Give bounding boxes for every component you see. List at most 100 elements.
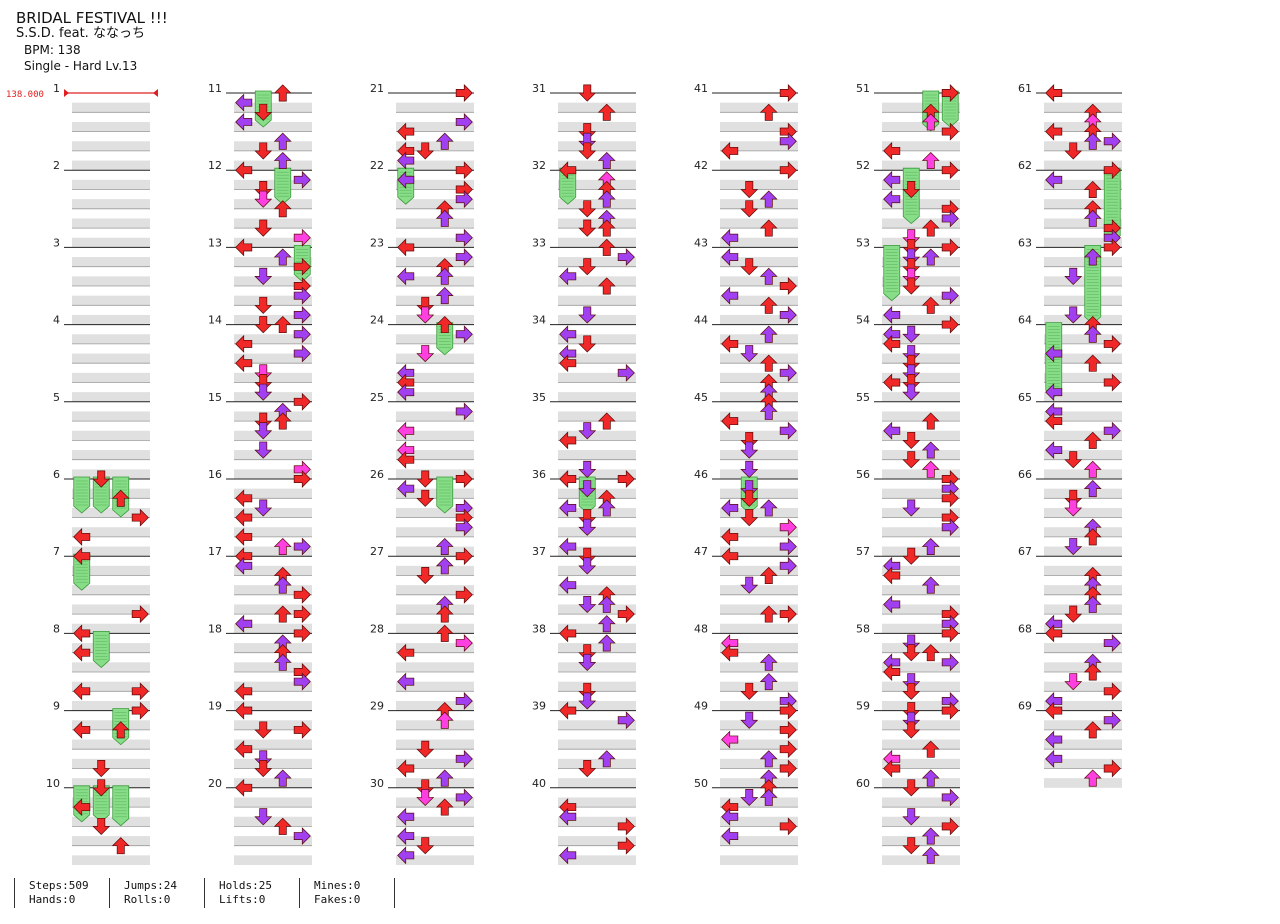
beat-band xyxy=(720,295,798,306)
beat-band xyxy=(234,160,312,171)
measure-17: 17 xyxy=(208,545,312,634)
beat-band xyxy=(1044,314,1122,325)
beat-band xyxy=(882,430,960,441)
beat-band xyxy=(558,681,636,692)
beat-band xyxy=(558,836,636,846)
beat-band xyxy=(720,507,798,518)
hold-note xyxy=(73,476,91,514)
beat-band xyxy=(1044,276,1122,286)
measure-number: 64 xyxy=(1018,314,1032,327)
hold-note xyxy=(92,476,110,514)
beat-band xyxy=(72,488,150,499)
measure-51: 51 xyxy=(856,82,960,171)
step-chart: 138.000 12345678910111213141516171819202… xyxy=(6,82,1122,865)
measure-number: 22 xyxy=(370,159,384,172)
beat-band xyxy=(720,218,798,229)
measure-68: 68 xyxy=(1018,622,1122,711)
measure-number: 41 xyxy=(694,82,708,95)
measure-number: 48 xyxy=(694,622,708,635)
beat-band xyxy=(882,372,960,383)
measure-10: 10 xyxy=(46,777,150,865)
beat-band xyxy=(234,778,312,788)
beat-band xyxy=(396,160,474,171)
stats-col-1: Steps:509 Hands:0 xyxy=(14,878,109,908)
beat-band xyxy=(1044,199,1122,209)
measure-64: 64 xyxy=(1018,314,1122,402)
measure-number: 7 xyxy=(53,545,60,558)
beat-band xyxy=(396,334,474,344)
beat-band xyxy=(396,565,474,576)
beat-band xyxy=(1044,392,1122,402)
measure-number: 28 xyxy=(370,622,384,635)
beat-band xyxy=(1044,160,1122,171)
measure-number: 56 xyxy=(856,468,870,481)
measure-28: 28 xyxy=(370,622,474,711)
beat-band xyxy=(882,353,960,364)
beat-band xyxy=(1044,411,1122,422)
beat-band xyxy=(720,179,798,190)
beat-band xyxy=(234,527,312,537)
measure-54: 54 xyxy=(856,314,960,402)
beat-band xyxy=(396,314,474,325)
beat-band xyxy=(72,855,150,865)
beat-band xyxy=(234,314,312,325)
beat-band xyxy=(1044,758,1122,769)
beat-band xyxy=(1044,643,1122,653)
beat-band xyxy=(234,276,312,286)
beat-band xyxy=(1044,102,1122,113)
measure-number: 69 xyxy=(1018,700,1032,713)
beat-band xyxy=(882,758,960,769)
beat-band xyxy=(882,237,960,248)
measure-number: 54 xyxy=(856,314,870,327)
beat-band xyxy=(1044,720,1122,730)
measure-number: 36 xyxy=(532,468,546,481)
measure-number: 33 xyxy=(532,236,546,249)
beat-band xyxy=(720,836,798,846)
beat-band xyxy=(72,430,150,441)
bpm-change-label: 138.000 xyxy=(6,90,44,100)
beat-band xyxy=(882,488,960,499)
beat-band xyxy=(72,121,150,132)
beat-band xyxy=(1044,237,1122,248)
beat-band xyxy=(720,411,798,422)
beat-band xyxy=(882,643,960,653)
beat-band xyxy=(558,546,636,557)
beat-band xyxy=(720,469,798,479)
beat-band xyxy=(234,797,312,808)
beat-band xyxy=(558,488,636,499)
beat-band xyxy=(72,141,150,151)
measure-number: 38 xyxy=(532,622,546,635)
beat-band xyxy=(1044,565,1122,576)
beat-band xyxy=(72,276,150,286)
beat-band xyxy=(720,141,798,151)
beat-band xyxy=(396,507,474,518)
beat-band xyxy=(882,102,960,113)
measure-number: 68 xyxy=(1018,622,1032,635)
beat-band xyxy=(558,141,636,151)
beat-band xyxy=(882,662,960,672)
beat-band xyxy=(882,179,960,190)
hold-body xyxy=(883,245,901,302)
beat-band xyxy=(558,527,636,537)
beat-band xyxy=(72,160,150,171)
beat-band xyxy=(396,623,474,634)
hold-body xyxy=(92,476,110,514)
beat-band xyxy=(882,816,960,827)
beat-band xyxy=(558,469,636,479)
beat-band xyxy=(234,469,312,479)
stats-col-2: Jumps:24 Rolls:0 xyxy=(109,878,204,908)
hold-note xyxy=(112,785,130,827)
measure-number: 34 xyxy=(532,314,546,327)
beat-band xyxy=(720,450,798,460)
measure-number: 25 xyxy=(370,391,384,404)
stat-holds: Holds:25 xyxy=(219,879,272,892)
beat-band xyxy=(720,681,798,692)
beat-band xyxy=(720,585,798,595)
beat-band xyxy=(882,855,960,865)
beat-band xyxy=(72,623,150,634)
beat-band xyxy=(882,334,960,344)
step-arrow xyxy=(1045,84,1063,102)
beat-band xyxy=(1044,604,1122,615)
beat-band xyxy=(1044,585,1122,595)
measure-66: 66 xyxy=(1018,468,1122,557)
